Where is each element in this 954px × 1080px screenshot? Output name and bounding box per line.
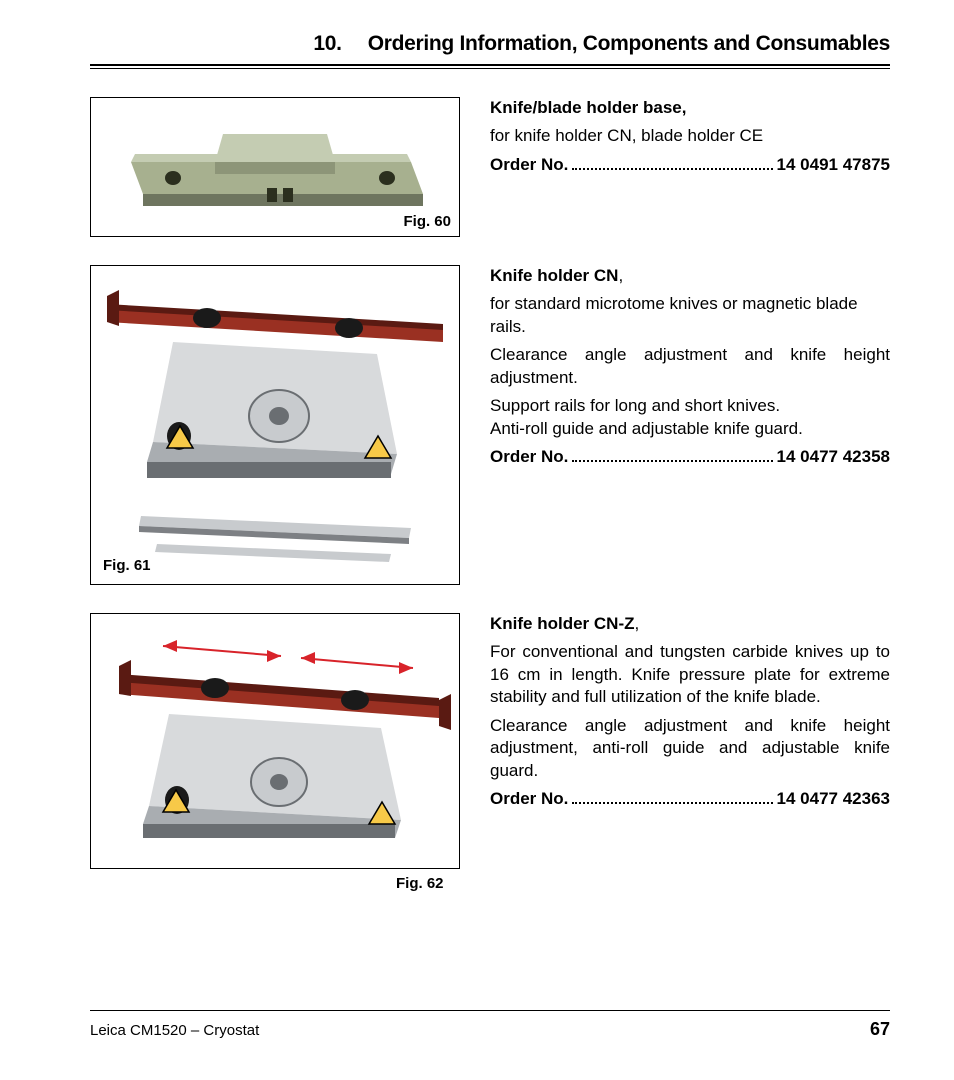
item-2-body-1: Clearance angle adjustment and knife hei… bbox=[490, 344, 890, 389]
item-3-title: Knife holder CN-Z bbox=[490, 614, 635, 633]
order-label-1: Order No. bbox=[490, 154, 568, 176]
section-header: 10. Ordering Information, Components and … bbox=[90, 32, 890, 62]
figure-60-label: Fig. 60 bbox=[403, 213, 451, 230]
item-1-body-0: for knife holder CN, blade holder CE bbox=[490, 125, 890, 147]
figure-61-label: Fig. 61 bbox=[103, 557, 151, 574]
item-2-desc: Knife holder CN, for standard microtome … bbox=[490, 265, 890, 469]
section-number: 10. bbox=[313, 32, 341, 55]
item-1-order: Order No. 14 0491 47875 bbox=[490, 154, 890, 176]
item-3-body-0: For conventional and tungsten carbide kn… bbox=[490, 641, 890, 708]
dot-leader bbox=[572, 168, 772, 170]
item-2-body-2: Support rails for long and short knives.… bbox=[490, 395, 890, 440]
order-number-2: 14 0477 42358 bbox=[777, 446, 890, 468]
order-label-3: Order No. bbox=[490, 788, 568, 810]
section-title: Ordering Information, Components and Con… bbox=[368, 32, 890, 55]
figure-62 bbox=[90, 613, 460, 869]
item-row-1: Fig. 60 Knife/blade holder base, for kni… bbox=[90, 97, 890, 237]
item-row-3: Fig. 62 Knife holder CN-Z, For conventio… bbox=[90, 613, 890, 892]
item-2-order: Order No. 14 0477 42358 bbox=[490, 446, 890, 468]
item-3-order: Order No. 14 0477 42363 bbox=[490, 788, 890, 810]
item-row-2: Fig. 61 Knife holder CN, for standard mi… bbox=[90, 265, 890, 585]
figure-62-label: Fig. 62 bbox=[396, 875, 460, 892]
order-number-3: 14 0477 42363 bbox=[777, 788, 890, 810]
item-2-title: Knife holder CN bbox=[490, 266, 618, 285]
dot-leader bbox=[572, 802, 772, 804]
figure-60: Fig. 60 bbox=[90, 97, 460, 237]
item-1-desc: Knife/blade holder base, for knife holde… bbox=[490, 97, 890, 176]
figure-61: Fig. 61 bbox=[90, 265, 460, 585]
item-2-body-0: for standard microtome knives or magneti… bbox=[490, 293, 890, 338]
item-3-title-suffix: , bbox=[635, 614, 640, 633]
item-3-body-1: Clearance angle adjustment and knife hei… bbox=[490, 715, 890, 782]
order-label-2: Order No. bbox=[490, 446, 568, 468]
page-footer: Leica CM1520 – Cryostat 67 bbox=[90, 1010, 890, 1040]
figure-62-illustration bbox=[91, 614, 459, 868]
item-3-desc: Knife holder CN-Z, For conventional and … bbox=[490, 613, 890, 811]
footer-product: Leica CM1520 – Cryostat bbox=[90, 1022, 259, 1039]
page-number: 67 bbox=[870, 1019, 890, 1040]
header-rule bbox=[90, 64, 890, 69]
order-number-1: 14 0491 47875 bbox=[777, 154, 890, 176]
dot-leader bbox=[572, 460, 772, 462]
footer-rule bbox=[90, 1010, 890, 1011]
item-1-title: Knife/blade holder base, bbox=[490, 98, 687, 117]
figure-61-illustration bbox=[91, 266, 459, 584]
item-2-title-suffix: , bbox=[618, 266, 623, 285]
